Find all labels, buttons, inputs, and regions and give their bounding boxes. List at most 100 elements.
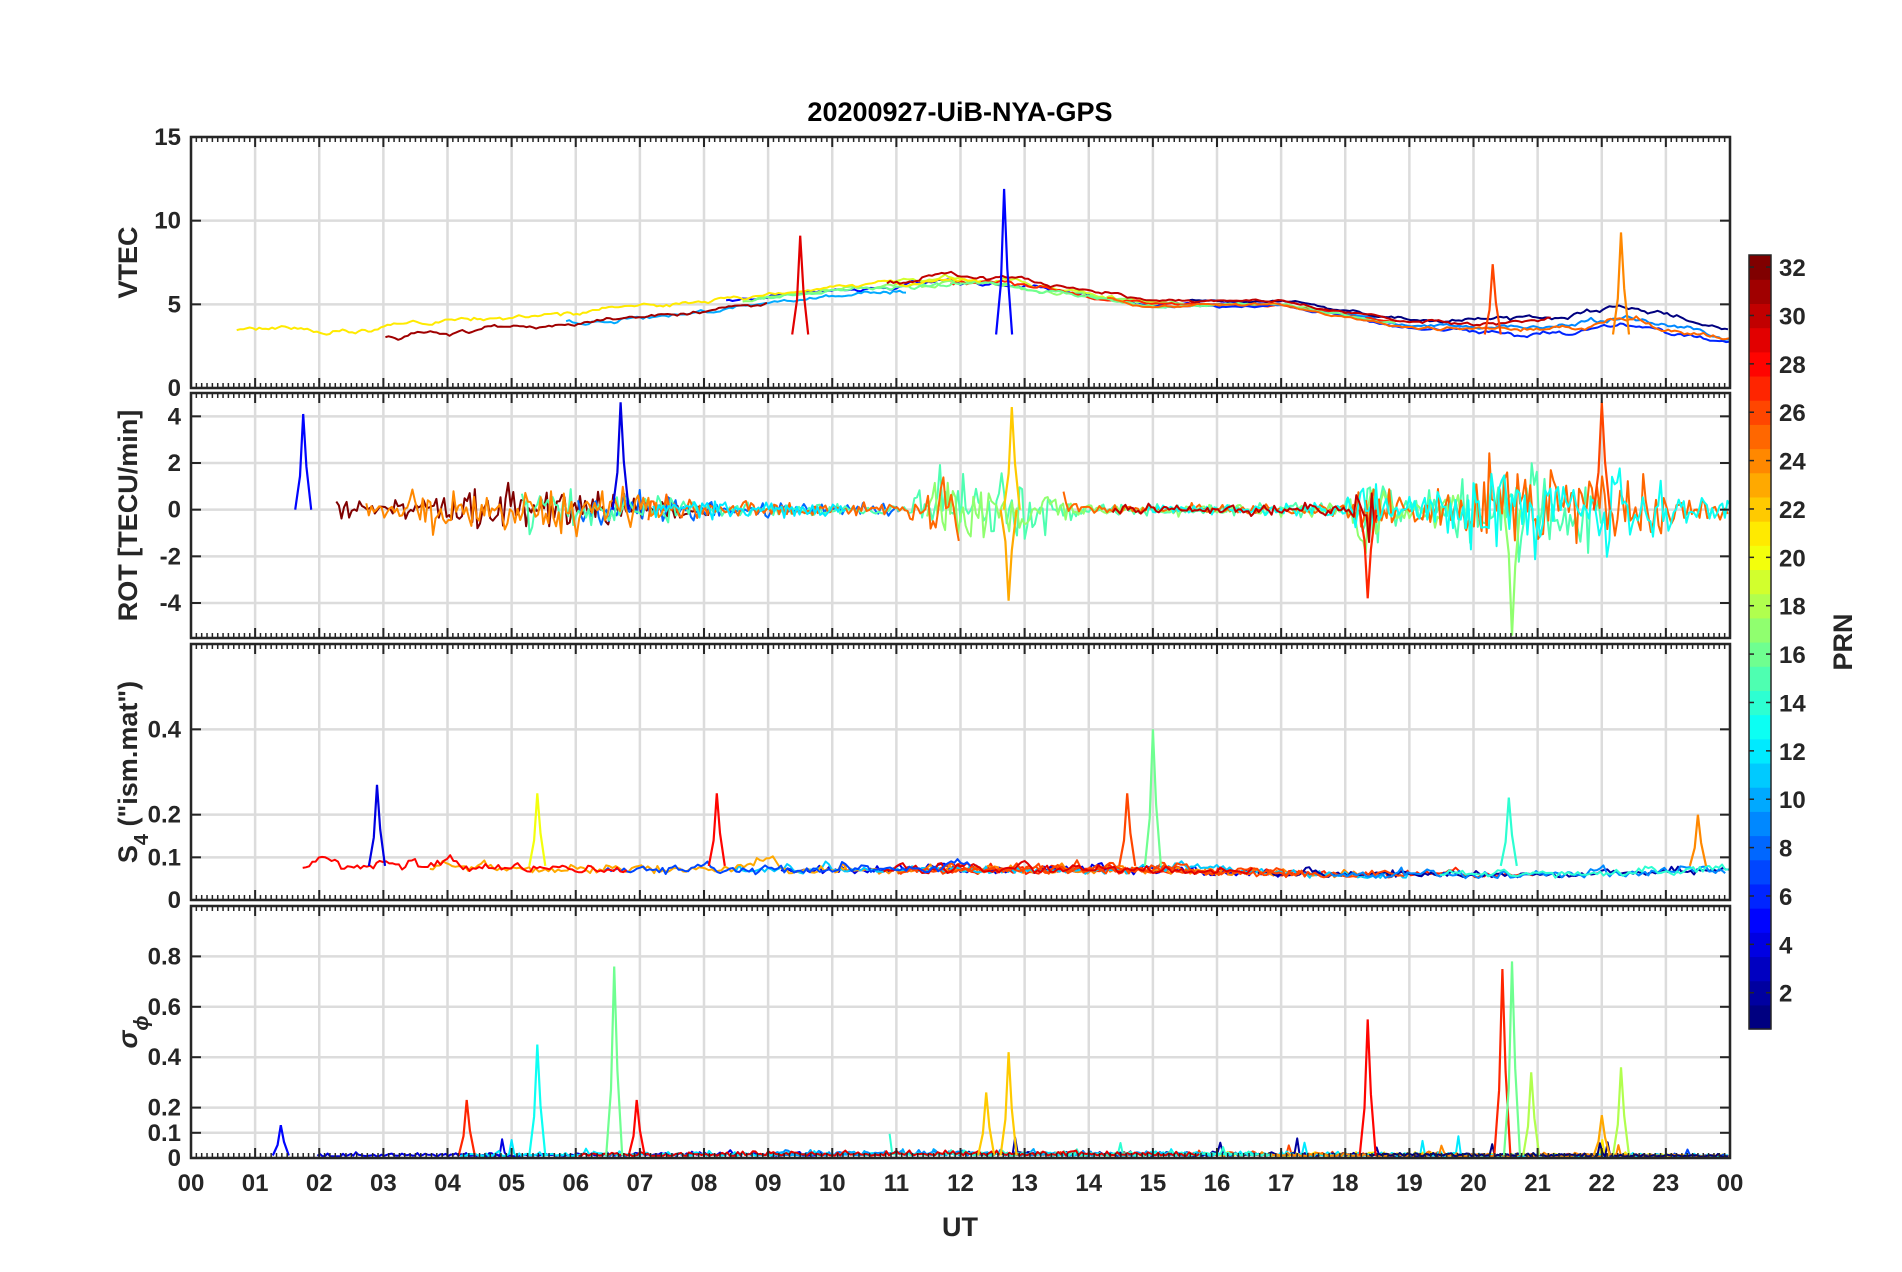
colorbar-tick-label: 22 <box>1779 497 1806 524</box>
series-peak <box>999 1052 1018 1156</box>
series-peak <box>367 784 387 867</box>
series-track <box>1107 296 1730 341</box>
series-peak <box>1688 814 1708 867</box>
series-peak <box>271 1124 290 1156</box>
colorbar-band <box>1749 738 1771 764</box>
series-peak <box>627 1099 646 1156</box>
series-peak <box>1502 961 1522 1156</box>
series-track <box>365 485 670 538</box>
series-peak <box>1118 793 1137 867</box>
colorbar-tick-label: 20 <box>1779 545 1806 572</box>
x-tick-label: 11 <box>884 1170 909 1197</box>
y-tick-label: 0.1 <box>148 1120 181 1147</box>
x-tick-label: 00 <box>1717 1170 1744 1197</box>
colorbar-tick-label: 26 <box>1779 400 1806 427</box>
colorbar-tick-label: 24 <box>1779 449 1806 476</box>
y-tick-label: 5 <box>168 291 181 318</box>
series-track <box>1189 298 1729 331</box>
series-track <box>652 500 847 521</box>
colorbar-tick-label: 6 <box>1779 884 1792 911</box>
y-tick-label: 2 <box>168 450 181 477</box>
colorbar-band <box>1749 642 1771 667</box>
series-track <box>302 854 628 874</box>
series-track <box>1146 467 1730 561</box>
series-peak <box>1358 509 1377 599</box>
colorbar-band <box>1749 956 1771 982</box>
series-peak <box>294 413 313 510</box>
colorbar-label: PRN <box>1828 613 1858 670</box>
colorbar-tick-label: 12 <box>1779 739 1806 766</box>
series-peak <box>1522 1072 1541 1156</box>
colorbar-band <box>1749 714 1771 740</box>
series-track <box>883 860 1254 875</box>
y-tick-label: -2 <box>160 543 181 570</box>
colorbar-band <box>1749 932 1771 958</box>
series-track <box>950 279 1397 323</box>
series-peak <box>995 188 1014 335</box>
x-tick-label: 13 <box>1011 1170 1038 1197</box>
colorbar-band <box>1749 666 1771 691</box>
colorbar-band <box>1749 908 1771 933</box>
colorbar-band <box>1749 303 1771 329</box>
x-tick-label: 09 <box>755 1170 782 1197</box>
yticks-vtec: 0 5 10 15 <box>154 124 181 402</box>
y-tick-label: 0.4 <box>148 716 182 743</box>
ylabel-s4-sub: 4 <box>131 833 153 845</box>
x-tick-label: 15 <box>1140 1170 1167 1197</box>
x-tick-label: 18 <box>1332 1170 1359 1197</box>
y-tick-label: 4 <box>168 403 182 430</box>
grid-rot <box>189 393 1732 638</box>
x-tick-label: 19 <box>1396 1170 1423 1197</box>
series-peak <box>707 793 726 867</box>
frame-sigma-phi <box>189 904 1732 1160</box>
series-track <box>647 476 960 542</box>
series-track <box>429 855 848 875</box>
colorbar-band <box>1749 762 1771 788</box>
x-tick-label: 02 <box>306 1170 333 1197</box>
series-track <box>1111 492 1378 544</box>
panel-vtec: 0 5 10 15 VTEC <box>113 124 1732 402</box>
ylabel-s4: S4 ("ism.mat") <box>113 681 153 863</box>
series-peak <box>1502 509 1522 636</box>
series-track <box>236 277 981 336</box>
y-tick-label: 10 <box>154 208 181 235</box>
colorbar-band <box>1749 351 1771 377</box>
panel-rot: -4 -2 0 2 4 ROT [TECU/min] <box>113 391 1732 640</box>
colorbar-bands <box>1749 255 1771 1030</box>
series-peak <box>999 509 1018 601</box>
colorbar-tick-label: 2 <box>1779 981 1792 1008</box>
x-tick-label: 03 <box>370 1170 397 1197</box>
y-tick-label: 0 <box>168 887 181 914</box>
x-tick-label: 12 <box>947 1170 974 1197</box>
grid-s4 <box>189 644 1732 902</box>
x-tick-label: 08 <box>691 1170 718 1197</box>
series-peak <box>605 966 624 1156</box>
series-peak <box>528 793 547 867</box>
colorbar-band <box>1749 859 1771 885</box>
yticks-rot: -4 -2 0 2 4 <box>160 403 182 617</box>
series-track <box>385 301 768 341</box>
series-peak <box>1592 1115 1611 1156</box>
y-tick-label: 0.2 <box>148 1095 181 1122</box>
series-track <box>1439 863 1729 879</box>
ylabel-s4-main: S <box>113 845 143 863</box>
x-tick-label: 07 <box>627 1170 654 1197</box>
ylabel-sigma-phi: σϕ <box>113 1015 153 1048</box>
colorbar-tick-label: 18 <box>1779 594 1806 621</box>
colorbar-band <box>1749 835 1771 861</box>
colorbar-band <box>1749 690 1771 716</box>
x-tick-label: 06 <box>562 1170 589 1197</box>
series-peak <box>1002 406 1021 510</box>
y-tick-label: 0.6 <box>148 994 181 1021</box>
y-tick-label: 15 <box>154 124 181 151</box>
colorbar-band <box>1749 327 1771 353</box>
colorbar-band <box>1749 448 1771 474</box>
colorbar-tick-label: 14 <box>1779 690 1806 717</box>
colorbar-band <box>1749 424 1771 450</box>
lines-vtec <box>236 188 1730 344</box>
series-track <box>938 859 1405 879</box>
x-tick-label: 14 <box>1075 1170 1102 1197</box>
colorbar-tick-label: 8 <box>1779 836 1792 863</box>
